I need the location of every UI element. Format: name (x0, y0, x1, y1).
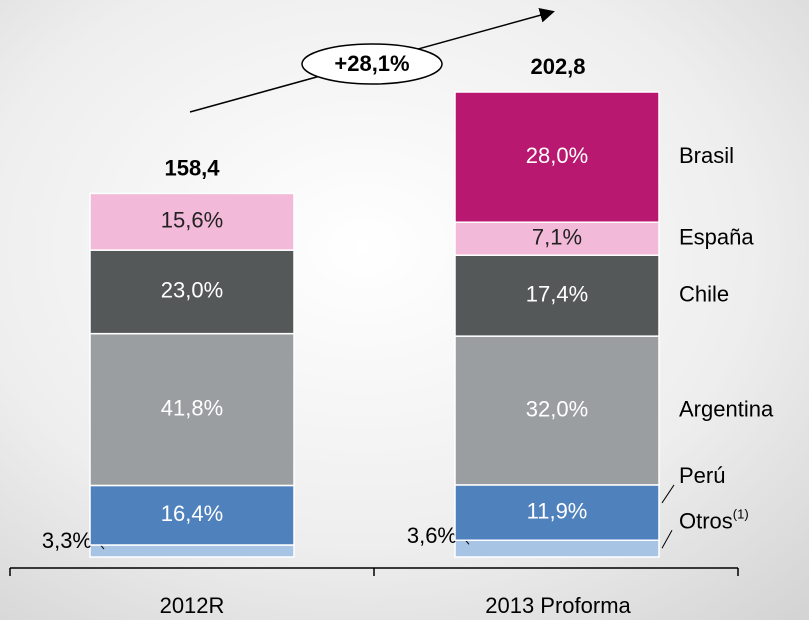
legend-note: (1) (733, 507, 749, 522)
bar-segment (89, 544, 295, 558)
data-label: 3,6% (407, 523, 457, 548)
x-tick-label: 2013 Proforma (485, 593, 631, 618)
data-label: 15,6% (161, 208, 223, 233)
growth-label: +28,1% (334, 51, 409, 76)
legend-name: Perú (679, 463, 725, 488)
legend-name: Chile (679, 281, 729, 306)
x-tick-label: 2012R (160, 593, 225, 618)
legend-label: Argentina (679, 396, 774, 421)
data-label: 23,0% (161, 278, 223, 303)
data-label: 17,4% (526, 281, 588, 306)
bar-segment (454, 539, 660, 558)
data-label: 41,8% (161, 395, 223, 420)
bar-segment (454, 91, 660, 223)
legend-name: Otros (679, 508, 733, 533)
total-label: 158,4 (164, 155, 220, 180)
data-label: 32,0% (526, 396, 588, 421)
bar-segment (454, 254, 660, 337)
legend-leader (661, 484, 675, 504)
data-label: 7,1% (532, 225, 582, 250)
bar-segment (89, 332, 295, 487)
bar-segment (89, 192, 295, 251)
legend-name: Brasil (679, 143, 734, 168)
legend-label: Brasil (679, 143, 734, 168)
data-label: 16,4% (161, 501, 223, 526)
data-label: 28,0% (526, 143, 588, 168)
bar-segment (454, 484, 660, 542)
data-label: 11,9% (527, 498, 588, 523)
legend-label: España (679, 225, 754, 250)
legend-leader (661, 530, 673, 549)
legend-name: Argentina (679, 396, 774, 421)
bar-segment (89, 484, 295, 546)
bar-segment (454, 335, 660, 486)
legend-name: España (679, 225, 754, 250)
total-label: 202,8 (530, 54, 585, 79)
legend-label: Otros(1) (679, 507, 749, 533)
bar-segment (454, 221, 660, 256)
legend-label: Perú (679, 463, 725, 488)
data-label: 3,3% (42, 528, 92, 553)
growth-ellipse (301, 43, 443, 85)
legend-label: Chile (679, 281, 729, 306)
